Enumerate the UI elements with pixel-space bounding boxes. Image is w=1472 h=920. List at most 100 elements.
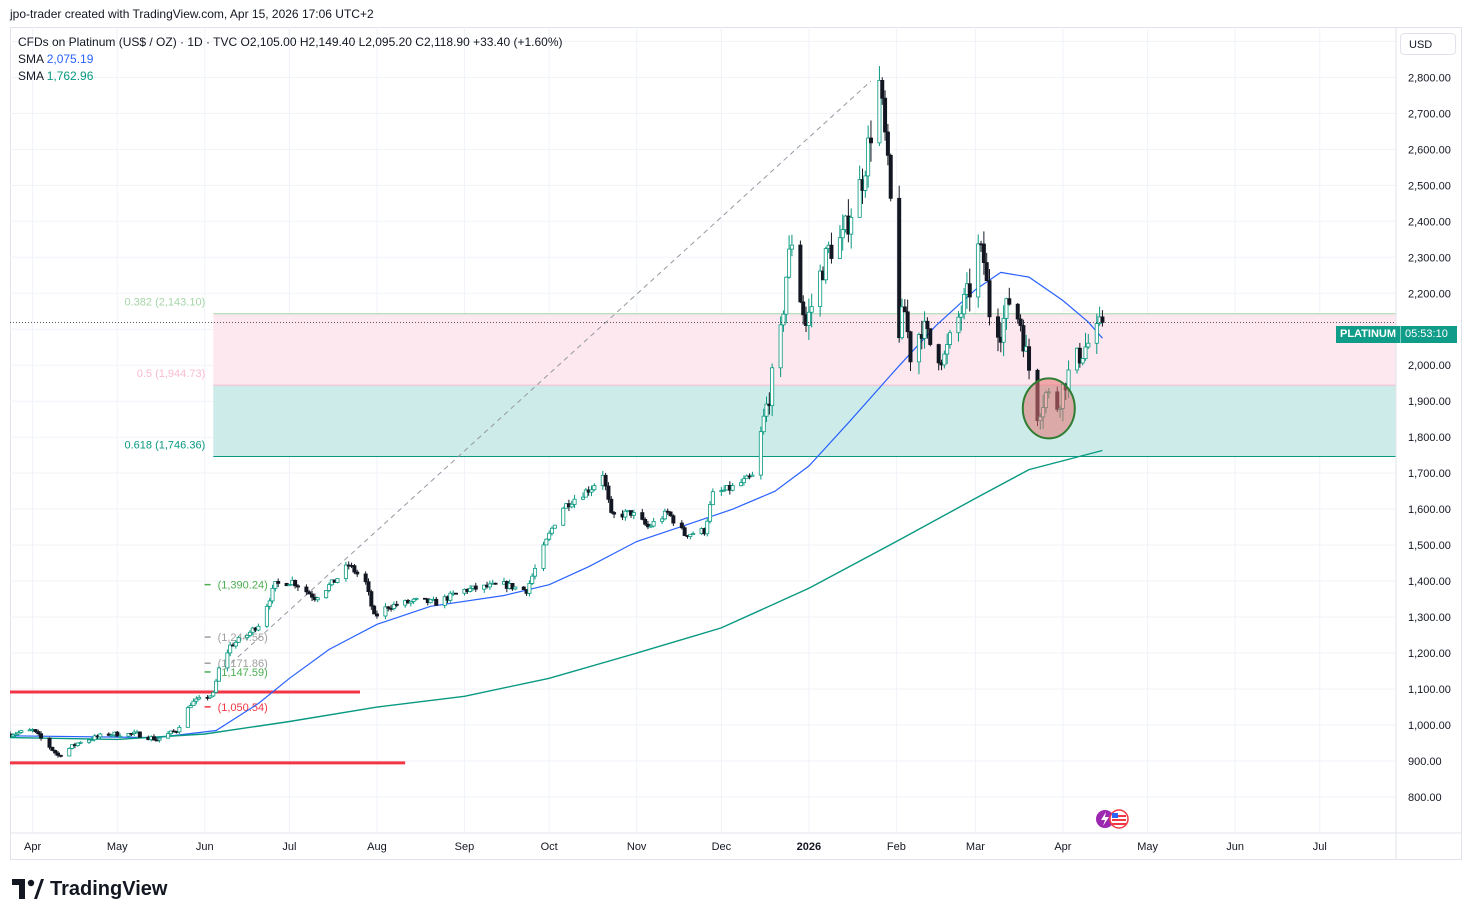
candle-body [668, 511, 673, 517]
candle-body [374, 613, 379, 617]
sma-slow-line [10, 449, 1103, 741]
tradingview-logo[interactable]: TradingView [12, 878, 167, 901]
candle-body [307, 591, 312, 595]
candle-body [527, 583, 532, 594]
lightning-icon [1101, 812, 1109, 826]
y-tick-label: 2,800.00 [1408, 72, 1451, 84]
candle-body [648, 525, 653, 528]
y-tick-label: 1,700.00 [1408, 468, 1451, 480]
candle-body [487, 583, 492, 588]
candle-body [581, 496, 586, 500]
candle-body [572, 498, 577, 505]
candle-body [366, 581, 371, 593]
candle-body [343, 564, 348, 579]
candle-body [679, 522, 684, 529]
y-tick-label: 1,500.00 [1408, 540, 1451, 552]
candle-body [177, 726, 182, 733]
candle-body [270, 587, 275, 602]
candle-body [363, 573, 368, 583]
candle-body [801, 301, 806, 316]
candle-body [157, 737, 162, 741]
candle-body [640, 512, 645, 520]
event-icons[interactable] [1093, 807, 1133, 831]
candle-body [324, 590, 329, 599]
candle-body [722, 489, 727, 492]
candle-body [612, 512, 617, 515]
candle-body [256, 625, 261, 631]
candle-body [905, 311, 910, 333]
bar-countdown: 05:53:10 [1405, 328, 1448, 340]
candle-body [868, 137, 873, 144]
currency-button[interactable]: USD [1400, 33, 1456, 55]
fib-price-label: (1,244.55) [218, 632, 268, 644]
candle-body [623, 510, 628, 518]
candle-body [185, 707, 190, 728]
candle-body [750, 474, 755, 477]
candle-body [245, 635, 250, 639]
fib-retracement: 0.382 (2,143.10) 0.5 (1,944.73) 0.618 (1,7… [125, 297, 1397, 714]
candle-body [109, 734, 114, 737]
candle-body [643, 518, 648, 525]
candle-body [947, 332, 952, 345]
candle-body [473, 585, 478, 590]
candle-body [549, 527, 554, 534]
y-tick-label: 1,100.00 [1408, 684, 1451, 696]
candle-body [383, 606, 388, 617]
fib-price-label: (1,171.86) [218, 658, 268, 670]
candle-body [897, 197, 902, 339]
candle-body [651, 520, 656, 527]
candle-body [863, 175, 868, 191]
candle-body [468, 587, 473, 592]
candle-body [89, 739, 94, 742]
last-price-label: PLATINUM 05:53:10 [1336, 326, 1457, 343]
candle-body [764, 403, 769, 417]
candle-body [837, 237, 842, 259]
candle-body [603, 474, 608, 487]
candle-body [194, 698, 199, 702]
candle-body [233, 641, 238, 647]
y-tick-label: 2,600.00 [1408, 144, 1451, 156]
candle-body [293, 579, 298, 587]
candle-body [19, 730, 24, 733]
candle-body [925, 320, 930, 330]
candle-body [741, 478, 746, 484]
candle-body [789, 244, 794, 250]
candle-body [521, 586, 526, 590]
y-tick-label: 1,800.00 [1408, 432, 1451, 444]
candle-body [849, 216, 854, 235]
x-tick-label: Nov [627, 841, 647, 853]
candle-body [770, 367, 775, 407]
candle-body [533, 568, 538, 577]
candle-body [829, 244, 834, 259]
candle-body [236, 637, 241, 643]
sma-fast-label: SMA [18, 52, 44, 66]
candle-body [216, 667, 221, 682]
candle-body [1007, 298, 1012, 305]
candle-body [916, 334, 921, 363]
candle-body [818, 270, 823, 307]
moving-averages [10, 271, 1103, 741]
candle-body [13, 733, 18, 736]
candle-body [335, 578, 340, 583]
annotations [10, 321, 1396, 440]
candle-body [1077, 347, 1082, 364]
candle-body [372, 605, 377, 615]
candle-body [967, 283, 972, 298]
sma-slow-legend: SMA 1,762.96 [18, 69, 93, 83]
candle-body [1021, 325, 1026, 352]
candle-body [276, 581, 281, 584]
sma-fast-value: 2,075.19 [46, 52, 94, 66]
candle-body [55, 752, 60, 756]
chart-credit: jpo-trader created with TradingView.com,… [10, 7, 374, 21]
candle-body [778, 324, 783, 369]
candle-body [857, 179, 862, 218]
candle-body [784, 276, 789, 315]
fib-level-label: 0.618 (1,746.36) [125, 439, 206, 451]
candle-body [688, 533, 693, 537]
candle-body [267, 600, 272, 607]
candle-body [942, 353, 947, 366]
candle-body [959, 313, 964, 318]
candlestick-chart[interactable]: 0.382 (2,143.10) 0.5 (1,944.73) 0.618 (1,7… [10, 27, 1462, 860]
x-tick-label: Oct [541, 841, 558, 853]
candle-body [984, 262, 989, 282]
